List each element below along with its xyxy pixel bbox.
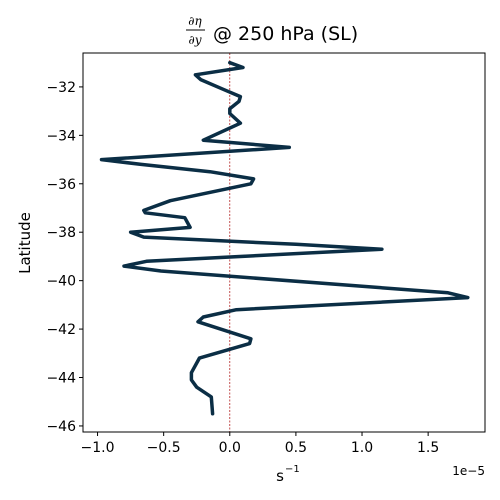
chart-title-numerator: ∂η — [188, 14, 202, 28]
x-axis-offset-text: 1e−5 — [452, 464, 485, 478]
x-axis-label-exponent: −1 — [285, 464, 300, 475]
x-tick-label: 1.5 — [417, 440, 439, 456]
y-tick-label: −38 — [46, 225, 76, 241]
y-tick-label: −34 — [46, 128, 76, 144]
chart-title: ∂η ∂y @ 250 hPa (SL) — [186, 14, 358, 47]
x-axis-label: s — [276, 467, 284, 485]
y-axis: −32 −34 −36 −38 −40 −42 −44 −46 — [46, 80, 83, 435]
y-tick-label: −40 — [46, 274, 76, 290]
plot-area — [82, 52, 486, 433]
x-tick-label: 0.0 — [219, 440, 241, 456]
x-axis: −1.0 −0.5 0.0 0.5 1.0 1.5 — [81, 432, 439, 456]
chart-title-text: @ 250 hPa (SL) — [213, 23, 358, 45]
x-tick-label: −1.0 — [81, 440, 115, 456]
y-tick-label: −32 — [46, 80, 76, 96]
axes-frame — [82, 52, 486, 433]
x-tick-label: 1.0 — [351, 440, 373, 456]
chart-title-denominator: ∂y — [189, 33, 202, 47]
y-tick-label: −46 — [46, 419, 76, 435]
x-axis-label-base: s — [276, 467, 284, 485]
x-tick-label: 0.5 — [285, 440, 307, 456]
y-tick-label: −44 — [46, 371, 76, 387]
y-tick-label: −36 — [46, 177, 76, 193]
y-axis-label: Latitude — [16, 212, 34, 274]
series-line — [99, 60, 470, 416]
y-tick-label: −42 — [46, 322, 76, 338]
x-tick-label: −0.5 — [147, 440, 181, 456]
